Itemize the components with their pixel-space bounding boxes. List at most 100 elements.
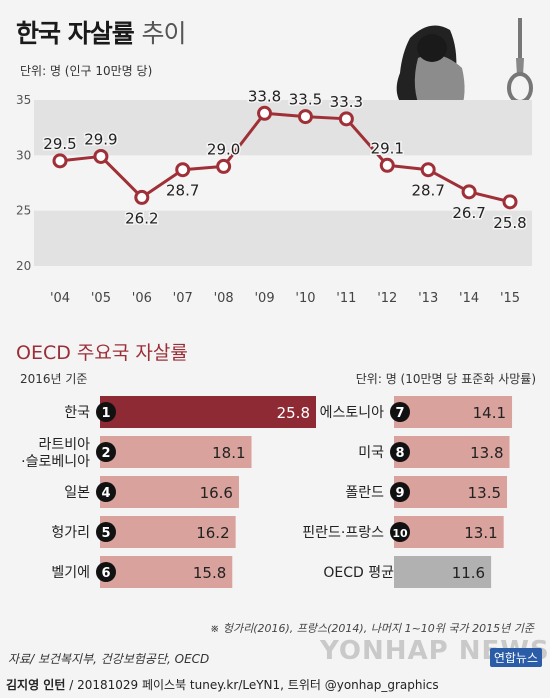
bar-chart: 25.8 1 한국 18.1 2 라트비아·슬로베니아 16.6 4 일본 16.2 5 헝가리 15.… — [21, 396, 513, 588]
x-tick-label: '11 — [336, 291, 356, 306]
data-point — [93, 148, 109, 164]
brand-logo: 연합뉴스 — [489, 648, 542, 667]
x-tick-label: '08 — [214, 291, 234, 306]
category-label: 미국 — [358, 445, 384, 461]
footnote: ※ 헝가리(2016), 프랑스(2014), 나머지 1~10위 국가 201… — [210, 622, 534, 635]
bar — [394, 516, 504, 548]
bar-value-label: 14.1 — [473, 404, 506, 422]
line-chart-unit: 단위: 명 (인구 10만명 당) — [20, 64, 153, 78]
data-point — [216, 158, 232, 174]
x-tick-label: '12 — [377, 291, 397, 306]
x-tick-label: '14 — [459, 291, 479, 306]
source: 자료/ 보건복지부, 건강보험공단, OECD — [8, 652, 210, 666]
x-tick-label: '15 — [500, 291, 520, 306]
data-point — [257, 105, 273, 121]
bar — [394, 396, 513, 428]
series-line — [59, 111, 511, 204]
data-point — [461, 184, 477, 200]
x-tick-label: '09 — [254, 291, 274, 306]
bar — [100, 516, 236, 548]
y-tick-label: 25 — [16, 204, 31, 218]
rank-number: 5 — [101, 526, 110, 541]
category-label: 폴란드 — [345, 485, 384, 501]
rank-number: 6 — [101, 566, 110, 581]
grid-band — [34, 100, 532, 156]
y-tick-label: 30 — [16, 148, 31, 162]
rank-badge — [96, 402, 116, 422]
x-tick-label: '13 — [418, 291, 438, 306]
y-tick-label: 20 — [16, 259, 31, 273]
data-point — [52, 153, 68, 169]
line-chart: 20 25 30 35 '04 '05 '06 '07 '08 '09 '10 '11 '12 '13 '… — [16, 86, 532, 306]
rank-badge — [390, 482, 410, 502]
bar-value-label: 16.6 — [200, 484, 233, 502]
rank-badge — [390, 402, 410, 422]
bar — [394, 556, 492, 588]
title-bold: 한국 자살률 — [16, 19, 135, 48]
bar-value-label: 11.6 — [452, 564, 485, 582]
data-label: 28.7 — [411, 182, 444, 200]
title-light: 추이 — [141, 19, 186, 48]
bar-value-label: 13.1 — [464, 524, 497, 542]
rank-badge — [96, 482, 116, 502]
data-label: 26.7 — [452, 204, 485, 222]
bar — [394, 476, 508, 508]
data-label: 33.3 — [330, 93, 363, 111]
rank-number: 10 — [392, 527, 408, 540]
rank-number: 1 — [101, 406, 110, 421]
credit: 김지영 인턴 / 20181029 페이스북 tuney.kr/LeYN1, 트… — [6, 676, 439, 693]
data-label: 29.5 — [43, 135, 76, 153]
data-point — [297, 109, 313, 125]
rank-badge — [390, 442, 410, 462]
rank-badge — [96, 562, 116, 582]
data-label: 25.8 — [493, 214, 526, 232]
bar-value-label: 15.8 — [193, 564, 226, 582]
data-point — [420, 162, 436, 178]
rank-badge — [96, 442, 116, 462]
category-label: ·슬로베니아 — [21, 454, 90, 470]
data-label: 29.9 — [84, 130, 117, 148]
bar-chart-subtitle: 2016년 기준 — [20, 372, 88, 386]
data-label: 33.5 — [289, 91, 322, 109]
bar — [100, 556, 233, 588]
y-tick-label: 35 — [16, 93, 31, 107]
category-label: 에스토니아 — [320, 405, 385, 421]
data-label: 29.0 — [207, 140, 240, 158]
credit-rest: / 20181029 페이스북 tuney.kr/LeYN1, 트위터 @yon… — [65, 678, 439, 692]
data-label: 33.8 — [248, 87, 281, 105]
data-label: 26.2 — [125, 209, 158, 227]
rank-badge — [96, 522, 116, 542]
data-point — [134, 189, 150, 205]
rank-number: 2 — [101, 446, 110, 461]
x-tick-label: '10 — [295, 291, 315, 306]
rank-number: 7 — [395, 406, 404, 421]
category-label: 한국 — [64, 405, 90, 421]
bar — [394, 436, 510, 468]
bar-value-label: 18.1 — [212, 444, 245, 462]
data-point — [175, 162, 191, 178]
category-label: 라트비아 — [38, 437, 90, 453]
bar — [100, 476, 239, 508]
credit-name: 김지영 인턴 — [6, 678, 66, 692]
category-label: 벨기에 — [51, 565, 90, 581]
bar-chart-title: OECD 주요국 자살률 — [16, 342, 188, 364]
rank-number: 8 — [395, 446, 404, 461]
data-point — [502, 194, 518, 210]
bar-value-label: 13.8 — [470, 444, 503, 462]
bar-value-label: 13.5 — [468, 484, 501, 502]
data-point — [338, 111, 354, 127]
bar — [100, 436, 252, 468]
bar-chart-unit: 단위: 명 (10만명 당 표준화 사망률) — [355, 372, 536, 386]
category-label: 핀란드·프랑스 — [302, 525, 384, 541]
category-label: 헝가리 — [51, 525, 90, 541]
rank-number: 4 — [101, 486, 110, 501]
data-label: 29.1 — [371, 139, 404, 157]
data-label: 28.7 — [166, 182, 199, 200]
x-tick-label: '06 — [132, 291, 152, 306]
bar — [100, 396, 316, 428]
data-point — [379, 157, 395, 173]
category-label: 일본 — [64, 485, 90, 501]
x-tick-label: '04 — [50, 291, 70, 306]
category-label: OECD 평균 — [323, 565, 394, 581]
bar-value-label: 25.8 — [277, 404, 310, 422]
